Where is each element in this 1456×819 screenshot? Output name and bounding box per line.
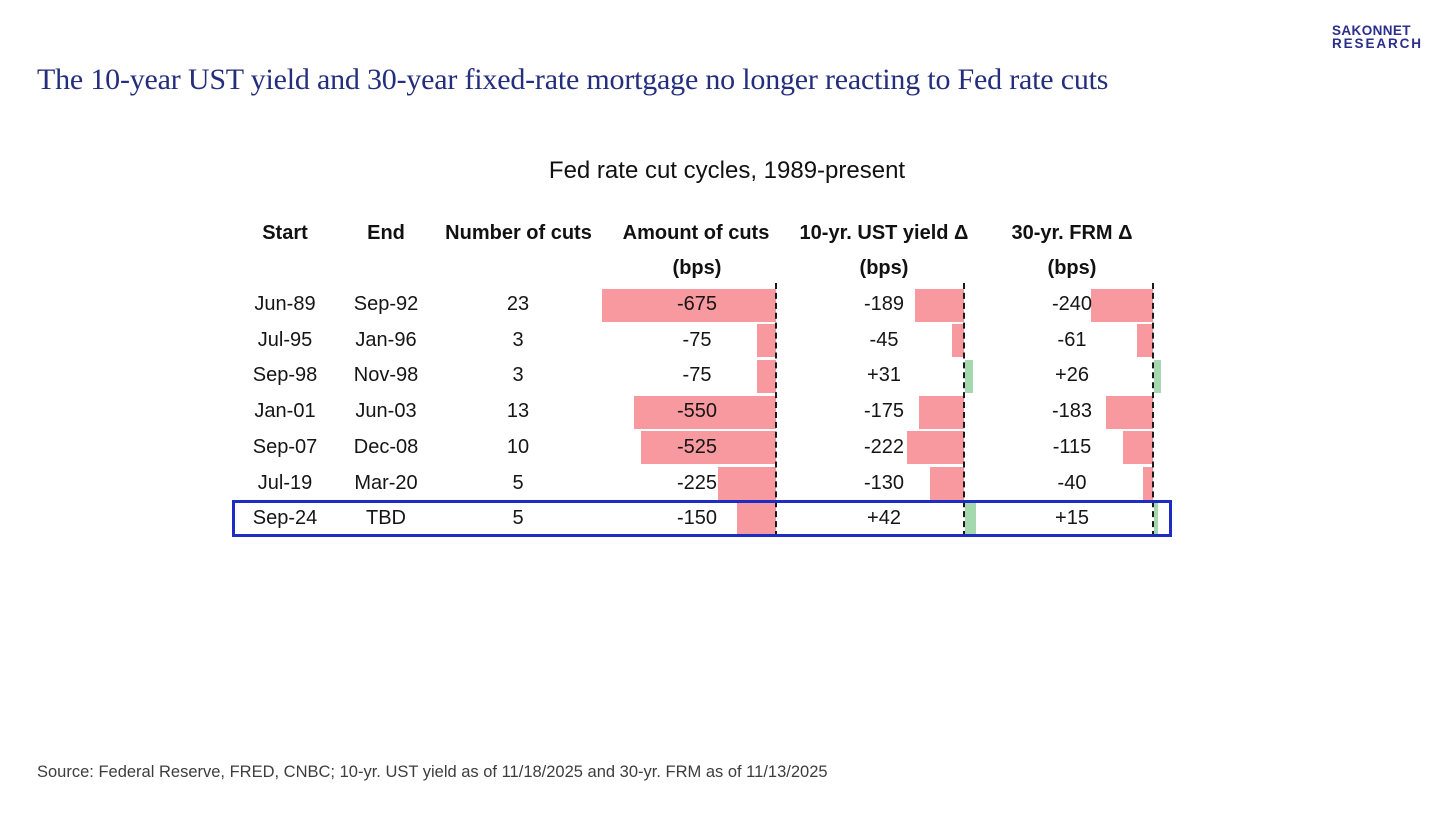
sakonnet-research-logo: SAKONNET RESEARCH <box>1332 23 1424 51</box>
chart-title: Fed rate cut cycles, 1989-present <box>548 157 906 184</box>
ust-yield-delta-value: -175 <box>863 400 905 423</box>
ust-yield-delta-value: -45 <box>869 328 899 351</box>
zero-baseline-dashed-line-ust <box>963 283 965 537</box>
amount-of-cuts-negative-bar <box>641 431 776 465</box>
start-cell: Jan-01 <box>254 400 316 423</box>
ust-yield-delta-value: -130 <box>863 471 905 494</box>
number-of-cuts-cell: 13 <box>506 400 530 423</box>
frm-delta-positive-bar <box>1154 359 1161 393</box>
column-header-amount-of-cuts: Amount of cuts <box>622 222 770 244</box>
number-of-cuts-cell: 5 <box>512 507 524 530</box>
amount-of-cuts-value: -550 <box>676 400 718 423</box>
amount-of-cuts-value: -150 <box>676 507 718 530</box>
frm-delta-negative-bar <box>1123 431 1153 465</box>
ust-yield-delta-positive-bar <box>965 502 976 536</box>
number-of-cuts-cell: 10 <box>506 435 530 458</box>
table-row: Jun-89 Sep-92 23 -675 -189 -240 <box>0 287 1456 323</box>
highlighted-row-box <box>232 500 1172 537</box>
logo-line2: RESEARCH <box>1332 36 1423 51</box>
table-row: Sep-24 TBD 5 -150 +42 +15 <box>0 501 1456 537</box>
amount-of-cuts-value: -225 <box>676 471 718 494</box>
end-cell: Nov-98 <box>353 364 419 387</box>
source-note: Source: Federal Reserve, FRED, CNBC; 10-… <box>37 763 828 781</box>
end-cell: Mar-20 <box>354 471 418 494</box>
logo-line1: SAKONNET <box>1332 23 1411 38</box>
unit-label-bps-frm: (bps) <box>1047 257 1097 279</box>
amount-of-cuts-value: -75 <box>682 364 712 387</box>
slide-title: The 10-year UST yield and 30-year fixed-… <box>37 63 1109 96</box>
column-header-frm-delta: 30-yr. FRM Δ <box>1011 222 1133 244</box>
zero-baseline-dashed-line-amount <box>775 283 777 537</box>
frm-delta-negative-bar <box>1137 324 1153 358</box>
amount-of-cuts-value: -525 <box>676 435 718 458</box>
end-cell: Sep-92 <box>353 293 419 315</box>
frm-delta-positive-bar <box>1154 502 1158 536</box>
column-header-end: End <box>367 222 405 244</box>
start-cell: Sep-24 <box>252 507 318 530</box>
column-header-start: Start <box>262 222 308 244</box>
end-cell: Jun-03 <box>355 400 417 423</box>
number-of-cuts-cell: 3 <box>512 364 524 387</box>
amount-of-cuts-negative-bar <box>602 288 776 322</box>
table-row: Jul-19 Mar-20 5 -225 -130 -40 <box>0 466 1456 502</box>
end-cell: TBD <box>366 507 406 530</box>
ust-yield-delta-negative-bar <box>919 395 964 429</box>
frm-delta-value: -61 <box>1057 328 1087 351</box>
start-cell: Sep-07 <box>252 435 318 458</box>
amount-of-cuts-negative-bar <box>737 502 776 536</box>
frm-delta-negative-bar <box>1091 288 1153 322</box>
frm-delta-value: +26 <box>1055 364 1089 387</box>
amount-of-cuts-value: -675 <box>676 293 718 315</box>
amount-of-cuts-value: -75 <box>682 328 712 351</box>
amount-of-cuts-negative-bar <box>718 467 776 501</box>
ust-yield-delta-negative-bar <box>952 324 964 358</box>
zero-baseline-dashed-line-frm <box>1152 283 1154 537</box>
start-cell: Sep-98 <box>252 364 318 387</box>
amount-of-cuts-negative-bar <box>634 395 776 429</box>
frm-delta-value: -40 <box>1057 471 1087 494</box>
frm-delta-value: -240 <box>1051 293 1093 315</box>
frm-delta-value: -115 <box>1052 435 1092 458</box>
unit-label-bps-ust: (bps) <box>859 257 909 279</box>
number-of-cuts-cell: 5 <box>512 471 524 494</box>
number-of-cuts-cell: 3 <box>512 328 524 351</box>
ust-yield-delta-positive-bar <box>965 359 973 393</box>
end-cell: Jan-96 <box>355 328 417 351</box>
column-header-number-of-cuts: Number of cuts <box>445 222 592 244</box>
ust-yield-delta-negative-bar <box>907 431 964 465</box>
amount-of-cuts-negative-bar <box>757 359 776 393</box>
amount-of-cuts-negative-bar <box>757 324 776 358</box>
frm-delta-negative-bar <box>1106 395 1153 429</box>
start-cell: Jun-89 <box>254 293 316 315</box>
column-header-ust-yield-delta: 10-yr. UST yield Δ <box>799 222 969 244</box>
frm-delta-value: -183 <box>1051 400 1093 423</box>
table-row: Jan-01 Jun-03 13 -550 -175 -183 <box>0 394 1456 430</box>
frm-delta-value: +15 <box>1055 507 1089 530</box>
start-cell: Jul-19 <box>257 471 313 494</box>
end-cell: Dec-08 <box>353 435 419 458</box>
start-cell: Jul-95 <box>257 328 313 351</box>
ust-yield-delta-value: +31 <box>867 364 901 387</box>
number-of-cuts-cell: 23 <box>506 293 530 315</box>
frm-delta-negative-bar <box>1143 467 1153 501</box>
ust-yield-delta-value: -189 <box>863 293 905 315</box>
ust-yield-delta-value: +42 <box>867 507 901 530</box>
ust-yield-delta-value: -222 <box>863 435 905 458</box>
table-row: Sep-07 Dec-08 10 -525 -222 -115 <box>0 430 1456 466</box>
table-row: Sep-98 Nov-98 3 -75 +31 +26 <box>0 358 1456 394</box>
table-row: Jul-95 Jan-96 3 -75 -45 -61 <box>0 323 1456 359</box>
ust-yield-delta-negative-bar <box>915 288 964 322</box>
unit-label-bps-amount: (bps) <box>672 257 722 279</box>
ust-yield-delta-negative-bar <box>930 467 964 501</box>
